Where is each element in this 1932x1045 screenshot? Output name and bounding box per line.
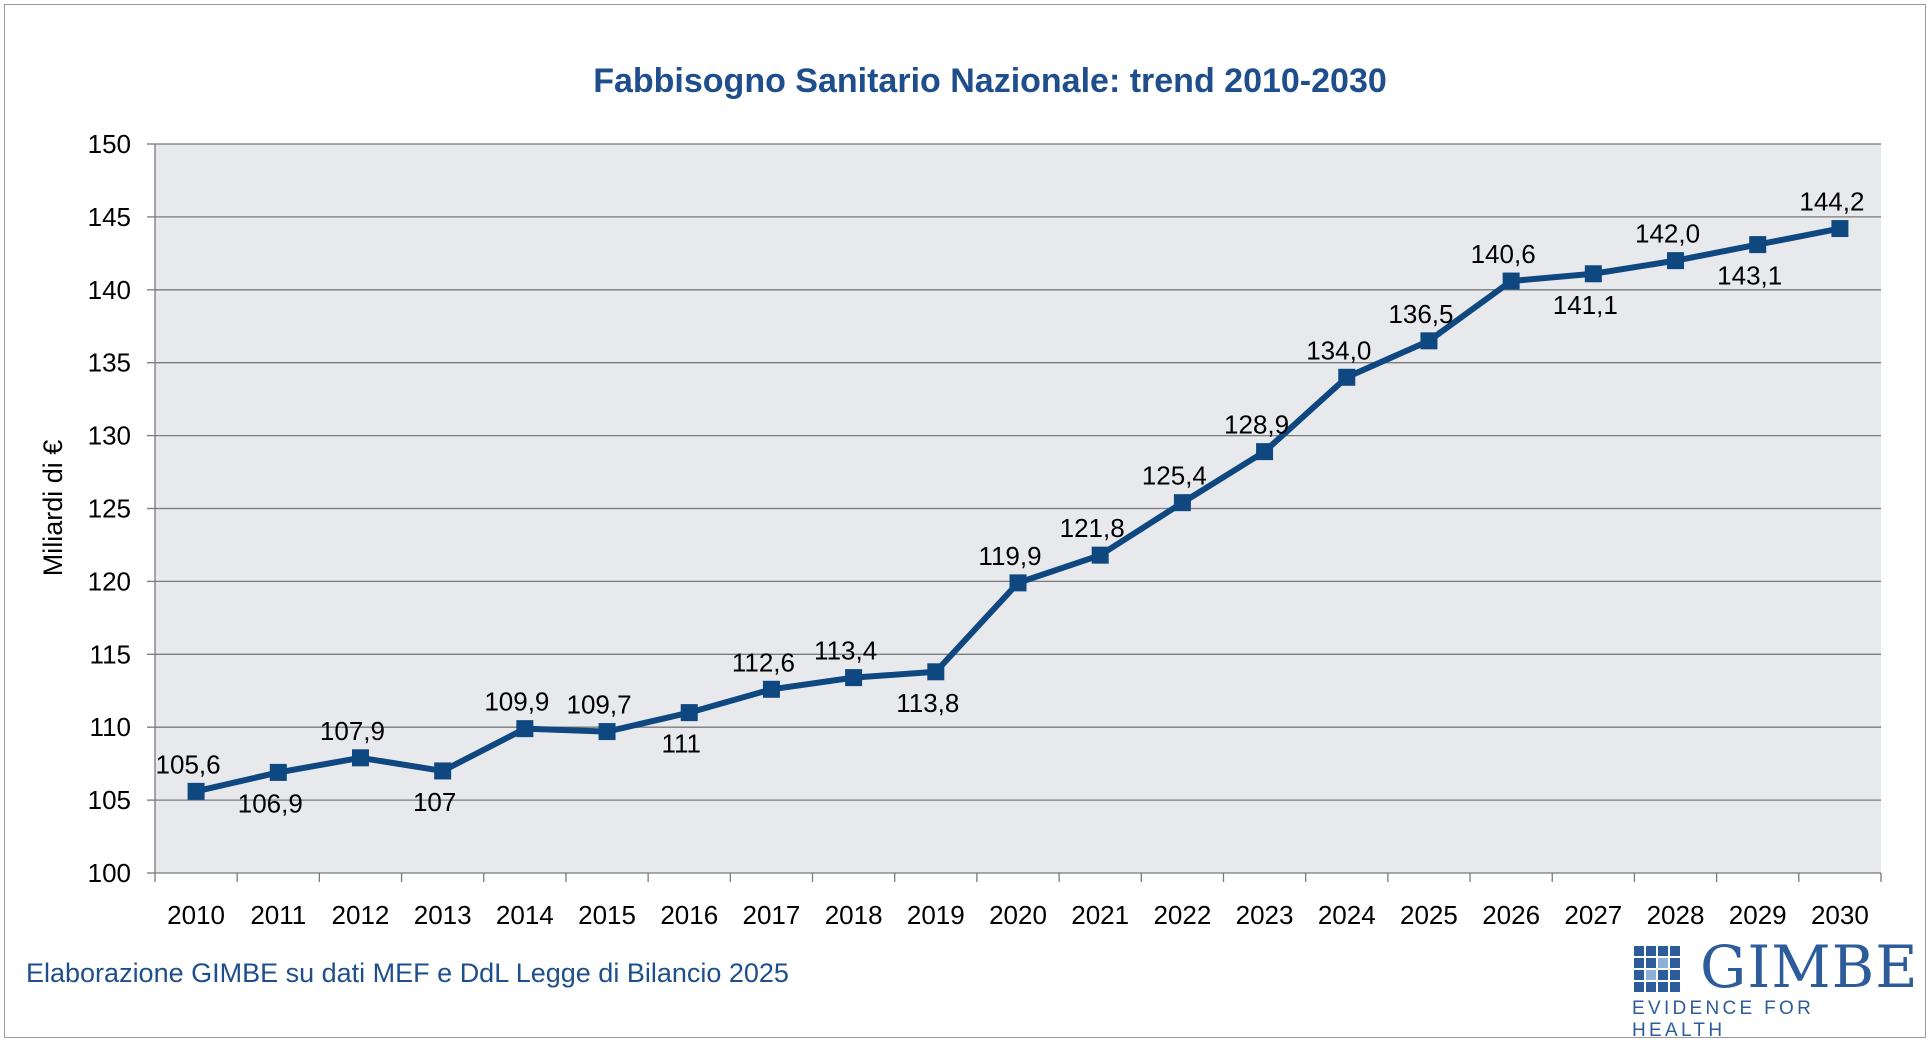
y-tick-label: 130 xyxy=(88,421,131,451)
gimbe-logo: GIMBE EVIDENCE FOR HEALTH xyxy=(1630,934,1918,1041)
data-point-marker xyxy=(927,663,945,681)
data-label: 140,6 xyxy=(1471,239,1536,269)
data-label: 109,7 xyxy=(567,690,632,720)
x-tick-label: 2027 xyxy=(1564,900,1622,930)
data-label: 113,4 xyxy=(814,636,877,666)
data-point-marker xyxy=(845,669,863,687)
y-tick-label: 105 xyxy=(88,785,131,815)
data-label: 112,6 xyxy=(732,647,795,677)
y-tick-label: 100 xyxy=(88,858,131,888)
x-tick-label: 2023 xyxy=(1236,900,1294,930)
y-tick-label: 145 xyxy=(88,202,131,232)
x-tick-label: 2015 xyxy=(578,900,636,930)
y-tick-label: 125 xyxy=(88,494,131,524)
x-tick-label: 2022 xyxy=(1153,900,1211,930)
x-tick-label: 2026 xyxy=(1482,900,1540,930)
y-tick-label: 140 xyxy=(88,275,131,305)
data-point-marker xyxy=(1091,546,1109,564)
y-tick-label: 110 xyxy=(90,712,131,742)
y-tick-label: 120 xyxy=(88,566,131,596)
gridlines xyxy=(155,143,1881,801)
data-point-marker xyxy=(1173,494,1191,512)
x-tick-label: 2011 xyxy=(250,900,306,930)
source-note: Elaborazione GIMBE su dati MEF e DdL Leg… xyxy=(26,958,789,988)
data-point-marker xyxy=(1338,368,1356,386)
data-label: 109,9 xyxy=(484,687,549,717)
x-tick-label: 2018 xyxy=(825,900,883,930)
data-label: 107,9 xyxy=(320,716,385,746)
data-label: 134,0 xyxy=(1306,335,1371,365)
data-point-marker xyxy=(1420,332,1438,350)
data-point-marker xyxy=(1256,443,1274,461)
chart-title: Fabbisogno Sanitario Nazionale: trend 20… xyxy=(593,62,1387,100)
x-axis-ticks: 2010 2011 2012 2013 2014 2015 2016 2017 2018 2019… xyxy=(154,873,1882,930)
x-tick-label: 2010 xyxy=(167,900,225,930)
data-point-marker xyxy=(680,704,698,722)
logo-tagline: EVIDENCE FOR HEALTH xyxy=(1632,998,1815,1041)
data-label: 105,6 xyxy=(156,749,221,779)
data-point-marker xyxy=(1749,236,1767,254)
data-point-marker xyxy=(434,762,452,780)
data-label: 143,1 xyxy=(1717,261,1782,291)
data-label: 119,9 xyxy=(978,541,1041,571)
x-tick-label: 2017 xyxy=(743,900,801,930)
x-tick-label: 2012 xyxy=(332,900,390,930)
x-tick-label: 2030 xyxy=(1811,900,1869,930)
data-point-marker xyxy=(762,680,780,698)
data-labels: 105,6 106,9 107,9 107 109,9 109,7 111 112,6 113,… xyxy=(156,187,1865,819)
logo-wordmark: GIMBE xyxy=(1700,933,1919,1001)
data-label: 106,9 xyxy=(238,788,303,818)
x-tick-label: 2028 xyxy=(1647,900,1705,930)
data-label: 136,5 xyxy=(1388,299,1453,329)
y-tick-label: 115 xyxy=(90,639,131,669)
data-point-marker xyxy=(1502,272,1520,290)
y-axis-ticks: 100 105 110 115 120 125 130 135 140 145 150 xyxy=(88,129,155,888)
data-label: 107 xyxy=(413,787,456,817)
data-label: 144,2 xyxy=(1799,187,1864,217)
data-point-marker xyxy=(516,720,534,738)
y-tick-label: 135 xyxy=(88,348,131,378)
data-point-marker xyxy=(1831,220,1849,238)
data-label: 121,8 xyxy=(1060,513,1125,543)
x-tick-label: 2025 xyxy=(1400,900,1458,930)
data-label: 125,4 xyxy=(1142,461,1207,491)
x-tick-label: 2020 xyxy=(989,900,1047,930)
x-tick-label: 2013 xyxy=(414,900,472,930)
data-point-marker xyxy=(1667,252,1685,270)
data-label: 128,9 xyxy=(1224,410,1289,440)
data-point-marker xyxy=(187,782,205,800)
data-label: 142,0 xyxy=(1635,219,1700,249)
series-group xyxy=(187,220,1849,800)
x-tick-label: 2024 xyxy=(1318,900,1376,930)
x-tick-label: 2019 xyxy=(907,900,965,930)
x-tick-label: 2021 xyxy=(1071,900,1129,930)
data-label: 141,1 xyxy=(1553,290,1618,320)
data-point-marker xyxy=(351,749,369,767)
data-label: 111 xyxy=(661,729,701,759)
x-tick-label: 2029 xyxy=(1729,900,1787,930)
y-axis-label: Miliardi di € xyxy=(38,440,68,577)
data-point-marker xyxy=(1584,265,1602,283)
data-point-marker xyxy=(269,763,287,781)
data-point-marker xyxy=(598,723,616,741)
x-tick-label: 2014 xyxy=(496,900,554,930)
data-label: 113,8 xyxy=(896,688,959,718)
y-tick-label: 150 xyxy=(88,129,131,159)
x-tick-label: 2016 xyxy=(660,900,718,930)
data-point-marker xyxy=(1009,574,1027,592)
logo-grid-icon xyxy=(1634,946,1680,992)
